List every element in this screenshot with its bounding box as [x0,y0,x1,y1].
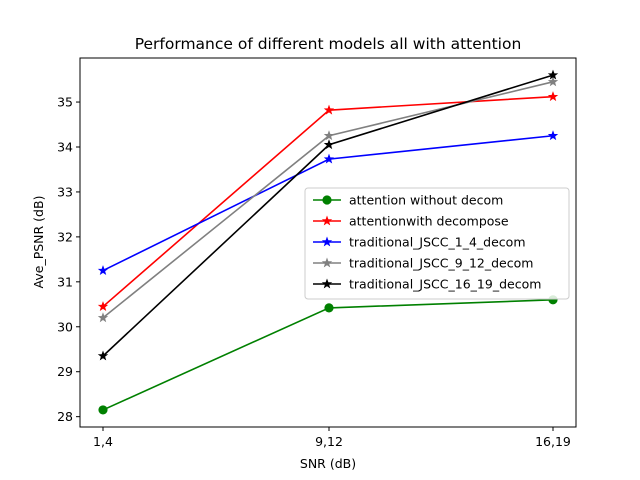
y-tick-label: 28 [57,409,73,424]
legend-entry: traditional_JSCC_1_4_decom [313,235,526,250]
series-1 [98,295,558,415]
legend-swatch-marker [321,215,333,226]
legend-swatch-marker [321,236,333,247]
legend-entry: attention without decom [313,193,503,208]
data-point [547,91,559,102]
legend-entry: traditional_JSCC_16_19_decom [313,277,541,292]
data-point [97,301,109,311]
legend-entry: attentionwith decompose [313,214,509,229]
y-tick-label: 29 [57,364,73,379]
data-point [324,303,334,313]
legend-swatch-marker [321,257,333,268]
y-axis-label: Ave_PSNR (dB) [31,196,46,289]
series-3 [97,130,559,276]
data-point [547,69,559,80]
x-tick-label: 9,12 [315,434,343,449]
legend-entry: traditional_JSCC_9_12_decom [313,256,533,271]
series-layer [97,69,559,415]
y-tick-label: 31 [57,274,73,289]
y-axis: 28 29 30 31 32 33 34 35 [57,95,80,424]
data-point [97,350,109,361]
data-point [547,76,559,87]
legend: attention without decom attentionwith dec… [304,187,570,300]
data-point [97,312,109,323]
x-axis: 1,4 9,12 16,19 [93,427,571,449]
x-axis-label: SNR (dB) [300,456,356,471]
legend-label: traditional_JSCC_9_12_decom [349,256,533,271]
legend-label: attentionwith decompose [349,214,509,229]
data-point [323,139,335,150]
legend-label: traditional_JSCC_1_4_decom [349,235,526,250]
legend-swatch-marker [321,278,333,289]
x-tick-label: 1,4 [93,434,113,449]
data-point [97,265,109,276]
legend-label: attention without decom [349,193,503,208]
series-2 [97,91,559,311]
series-line [102,299,554,411]
y-tick-label: 32 [57,229,73,244]
plot-area-frame [79,57,577,428]
y-tick-label: 35 [57,95,73,110]
legend-swatch-marker [322,195,332,205]
legend-box [304,187,570,300]
data-point [98,405,108,415]
data-point [323,130,335,141]
legend-label: traditional_JSCC_16_19_decom [349,277,541,292]
y-tick-label: 30 [57,319,73,334]
x-tick-label: 16,19 [535,434,571,449]
chart-title: Performance of different models all with… [135,35,522,53]
data-point [547,130,559,141]
series-5 [97,69,559,361]
y-tick-label: 33 [57,184,73,199]
data-point [323,104,335,115]
y-tick-label: 34 [57,139,73,154]
data-point [323,153,335,164]
series-4 [97,76,559,323]
